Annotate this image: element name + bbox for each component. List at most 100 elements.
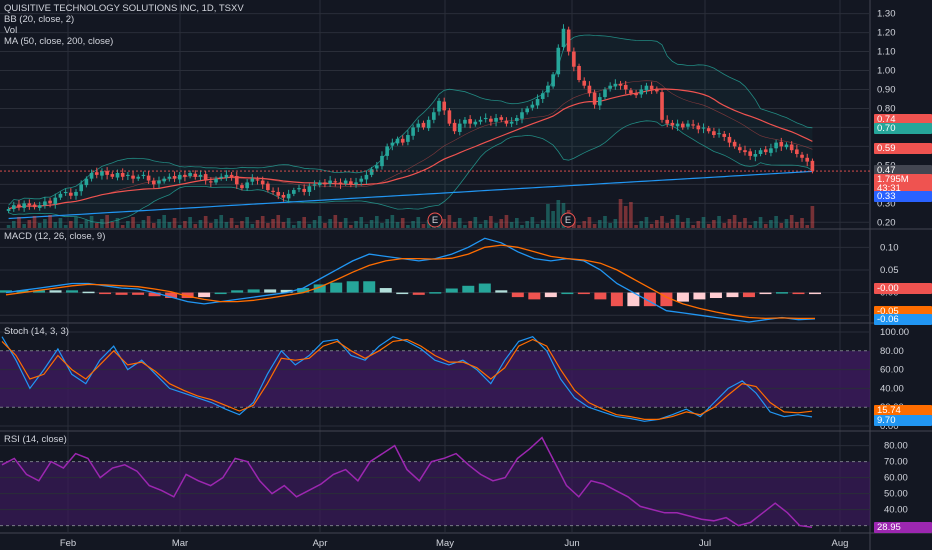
volume-bar [613, 219, 618, 228]
candle-body [717, 133, 721, 135]
candle-body [22, 203, 26, 208]
candle-body [151, 180, 156, 185]
candle-body [722, 133, 727, 137]
earnings-marker [427, 212, 443, 228]
volume-bar [172, 218, 177, 228]
macd-histogram-bar [478, 283, 491, 293]
candle-body [105, 171, 109, 175]
macd-histogram-bar [511, 292, 524, 298]
volume-bar [266, 223, 270, 228]
rsi-title[interactable]: RSI (14, close) [4, 434, 67, 445]
candle-body [499, 117, 504, 120]
candle-body [509, 121, 514, 124]
stoch-title[interactable]: Stoch (14, 3, 3) [4, 326, 69, 337]
candle-body [483, 117, 488, 120]
volume-bar [74, 217, 78, 228]
volume-bar [494, 223, 498, 228]
volume-bar [774, 216, 778, 228]
volume-bar [312, 220, 317, 228]
candle-body [774, 142, 778, 149]
candle-body [172, 176, 177, 179]
volume-bar [328, 219, 332, 228]
candle-body [349, 181, 353, 185]
macd-histogram-bar [132, 292, 145, 295]
candle-body [603, 89, 607, 98]
macd-histogram-bar [280, 289, 293, 293]
candle-body [592, 92, 597, 105]
volume-bar [722, 223, 727, 228]
volume-bar [805, 225, 810, 228]
volume-bar [577, 225, 581, 228]
stoch-tick-label: 80.00 [880, 346, 904, 357]
candle-body [582, 80, 587, 86]
candle-body [328, 180, 332, 184]
candle-body [333, 181, 338, 183]
candle-body [426, 119, 431, 129]
macd-histogram-bar [198, 292, 211, 298]
volume-bar [644, 217, 649, 228]
candle-body [540, 93, 545, 99]
candle-body [380, 155, 384, 167]
price-tick-label: 0.30 [877, 198, 896, 209]
volume-bar [406, 225, 410, 228]
volume-bar [514, 218, 519, 228]
indicator-ma[interactable]: MA (50, close, 200, close) [4, 36, 114, 47]
stoch-tick-label: 60.00 [880, 365, 904, 376]
x-axis-label: Apr [313, 538, 328, 549]
volume-bar [592, 224, 597, 228]
candle-body [457, 123, 462, 132]
volume-bar [260, 216, 265, 228]
candle-body [79, 184, 84, 192]
candle-body [338, 182, 343, 185]
candle-body [416, 123, 421, 128]
macd-histogram-bar [627, 292, 640, 307]
signal-line [5, 244, 815, 320]
volume-bar [146, 216, 151, 228]
candle-body [644, 85, 649, 91]
volume-bar [395, 222, 400, 228]
candle-body [297, 188, 301, 190]
volume-bar [509, 222, 514, 228]
price-tick-label: 0.80 [877, 103, 896, 114]
macd-histogram-bar [561, 292, 574, 295]
indicator-bb[interactable]: BB (20, close, 2) [4, 14, 75, 25]
candle-body [732, 141, 737, 147]
volume-bar [400, 218, 405, 228]
stoch-tag: 9.70 [874, 414, 932, 426]
volume-bar [374, 216, 379, 228]
volume-bar [203, 216, 208, 228]
volume-bar [271, 219, 275, 228]
macd-title[interactable]: MACD (12, 26, close, 9) [4, 231, 106, 242]
chart-title[interactable]: QUISITIVE TECHNOLOGY SOLUTIONS INC, 1D, … [4, 3, 244, 14]
candle-body [219, 176, 224, 178]
candle-body [193, 173, 198, 177]
volume-bar [11, 221, 16, 228]
candle-body [395, 138, 400, 144]
candle-body [126, 174, 130, 177]
volume-bar [608, 223, 612, 228]
volume-bar [546, 204, 550, 228]
candle-body [100, 171, 104, 176]
volume-bar [499, 219, 504, 228]
volume-bar [27, 220, 32, 228]
volume-bar [219, 215, 224, 228]
candle-body [323, 182, 327, 185]
macd-histogram-bar [775, 292, 788, 294]
volume-bar [100, 219, 104, 228]
candle-body [623, 84, 628, 90]
volume-bar [89, 216, 94, 228]
indicator-vol[interactable]: Vol [4, 25, 18, 36]
macd-histogram-bar [379, 288, 392, 293]
volume-bar [540, 220, 545, 228]
candle-body [691, 124, 695, 126]
rsi-tick-label: 80.00 [884, 441, 908, 452]
candle-body [489, 118, 493, 122]
earnings-marker-label: E [432, 215, 438, 226]
volume-bar [126, 221, 130, 228]
candle-body [494, 117, 498, 122]
candle-body [629, 90, 633, 94]
candle-body [520, 112, 524, 119]
volume-bar [105, 215, 109, 228]
